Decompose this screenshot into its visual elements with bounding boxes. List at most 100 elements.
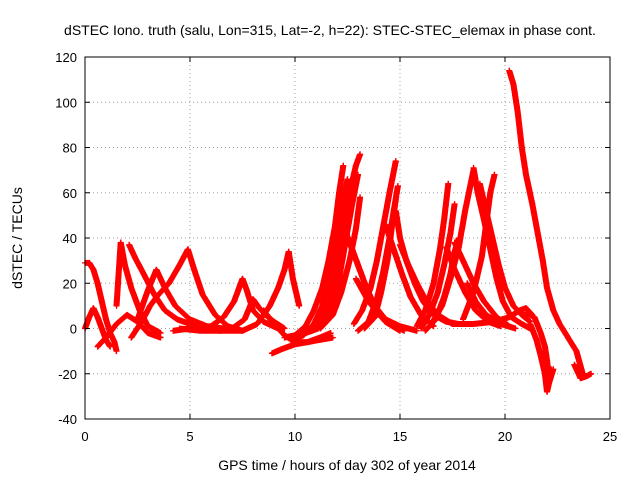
plus-marker-run: [260, 307, 277, 327]
plus-marker-run: [544, 284, 557, 313]
plus-marker: [355, 171, 361, 178]
y-axis-label: dSTEC / TECUs: [9, 187, 25, 289]
plus-marker-run: [239, 321, 260, 334]
plus-marker-run: [338, 176, 351, 214]
plus-marker: [157, 330, 164, 337]
plus-marker: [281, 325, 288, 332]
plus-marker: [113, 348, 120, 355]
plus-marker-run: [289, 275, 303, 309]
plus-marker-run: [172, 302, 193, 323]
plus-marker-run: [338, 258, 353, 296]
plus-marker-run: [103, 321, 120, 341]
plus-marker-run: [518, 144, 529, 178]
plus-marker-run: [319, 258, 332, 291]
plus-marker-run: [523, 171, 536, 207]
x-axis-label: GPS time / hours of day 302 of year 2014: [218, 457, 476, 473]
plus-marker-run: [399, 271, 414, 300]
plus-marker-run: [556, 321, 571, 340]
plus-marker-run: [128, 284, 143, 313]
plus-marker-run: [386, 158, 399, 196]
plus-marker-run: [483, 190, 494, 228]
plus-marker-run: [510, 81, 521, 114]
plus-marker-run: [350, 307, 365, 327]
y-tick-label: 20: [63, 276, 77, 291]
plus-marker-run: [319, 276, 332, 309]
plus-marker-run: [359, 285, 374, 314]
plus-marker-run: [331, 208, 345, 251]
y-tick-label: 0: [70, 322, 77, 337]
plus-marker-run: [470, 253, 485, 296]
plus-marker-run: [132, 255, 147, 277]
plus-marker-run: [529, 201, 542, 241]
data-series: [281, 162, 347, 341]
plus-marker-run: [94, 335, 109, 350]
plus-marker-run: [199, 291, 218, 318]
plus-marker-run: [161, 284, 178, 309]
plus-marker-run: [367, 258, 380, 291]
plus-marker-run: [422, 280, 437, 314]
plus-marker-run: [413, 280, 428, 302]
data-series: [268, 334, 336, 357]
plus-marker-run: [397, 323, 420, 334]
data-series: [460, 171, 498, 323]
plus-marker-run: [451, 239, 466, 264]
plus-marker-run: [413, 307, 428, 330]
plus-marker-run: [474, 189, 487, 223]
data-series: [361, 196, 399, 332]
plus-marker-run: [145, 323, 164, 336]
plus-marker: [451, 201, 458, 208]
plus-marker-run: [460, 289, 477, 323]
y-tick-label: -20: [58, 367, 77, 382]
plus-marker-run: [487, 246, 500, 282]
plus-marker-run: [331, 190, 342, 230]
plus-marker: [296, 302, 303, 309]
plus-marker-run: [487, 172, 498, 196]
plus-marker: [357, 194, 364, 201]
plus-marker-run: [514, 108, 525, 150]
plus-marker-run: [441, 181, 452, 223]
plus-marker-run: [428, 303, 445, 327]
y-tick-label: 60: [63, 186, 77, 201]
plus-marker-run: [506, 307, 523, 321]
plus-marker-run: [447, 201, 458, 237]
plus-marker-run: [352, 194, 363, 232]
plus-marker-run: [373, 224, 387, 264]
plus-marker-run: [266, 285, 281, 309]
plus-marker-run: [493, 275, 506, 304]
plus-marker-run: [451, 266, 468, 295]
plus-marker-run: [397, 241, 412, 268]
plus-marker-run: [138, 303, 153, 325]
plus-marker-run: [418, 312, 433, 332]
chart-title: dSTEC Iono. truth (salu, Lon=315, Lat=-2…: [64, 22, 596, 38]
plus-marker-run: [378, 314, 403, 329]
data-series: [113, 239, 164, 337]
plus-marker-run: [518, 311, 533, 325]
plus-marker-run: [502, 284, 517, 309]
y-tick-label: 120: [55, 50, 77, 65]
plus-marker: [344, 176, 351, 183]
plus-marker: [392, 196, 399, 203]
plus-marker-run: [325, 244, 338, 282]
plus-marker-run: [355, 262, 370, 291]
plus-marker-run: [407, 293, 424, 318]
plus-marker-run: [250, 296, 262, 311]
plus-marker-run: [571, 361, 584, 381]
plus-marker-run: [336, 163, 347, 196]
plus-marker-run: [481, 298, 500, 320]
plus-marker-run: [271, 321, 288, 338]
y-ticks: -40 -20 0 20 40 60 80 100 120: [55, 50, 610, 427]
plus-marker-run: [329, 276, 342, 309]
y-tick-label: -40: [58, 412, 77, 427]
plus-marker-run: [317, 312, 336, 332]
data-series: [428, 167, 477, 327]
plus-marker: [550, 366, 557, 373]
plus-marker: [394, 182, 401, 189]
y-tick-label: 40: [63, 231, 77, 246]
plus-marker-run: [147, 292, 162, 309]
plus-marker-run: [472, 298, 489, 318]
data-series: [350, 158, 399, 327]
plus-marker-run: [229, 316, 248, 332]
plus-marker-run: [489, 235, 502, 268]
plus-marker-run: [348, 172, 361, 210]
